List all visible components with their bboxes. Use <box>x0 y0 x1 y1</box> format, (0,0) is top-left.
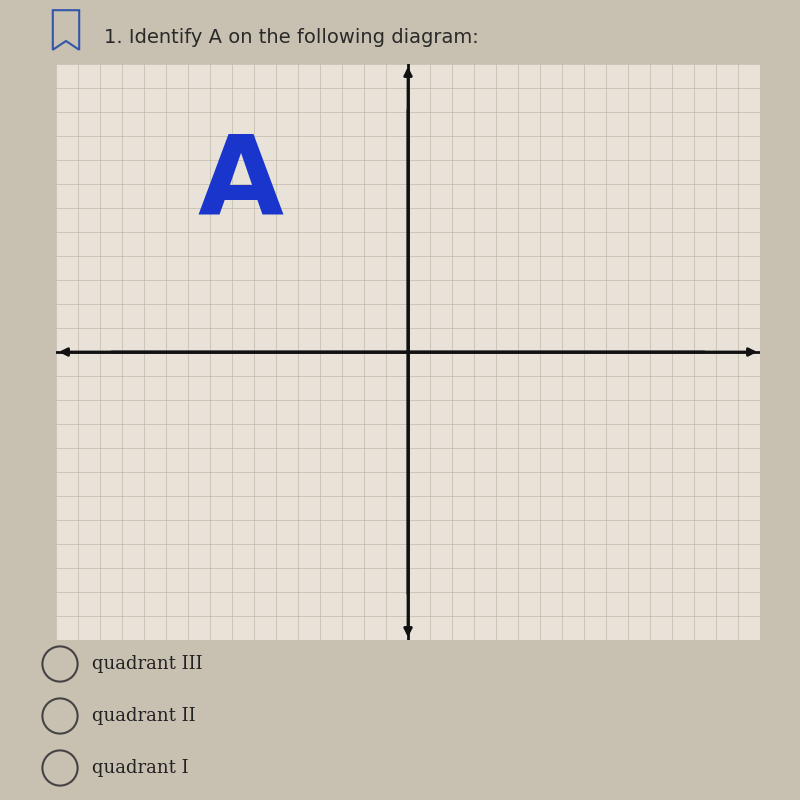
Text: quadrant III: quadrant III <box>92 655 202 673</box>
Text: A: A <box>198 130 284 238</box>
Text: quadrant I: quadrant I <box>92 759 189 777</box>
Text: 1. Identify A on the following diagram:: 1. Identify A on the following diagram: <box>104 28 478 47</box>
Text: quadrant II: quadrant II <box>92 707 196 725</box>
